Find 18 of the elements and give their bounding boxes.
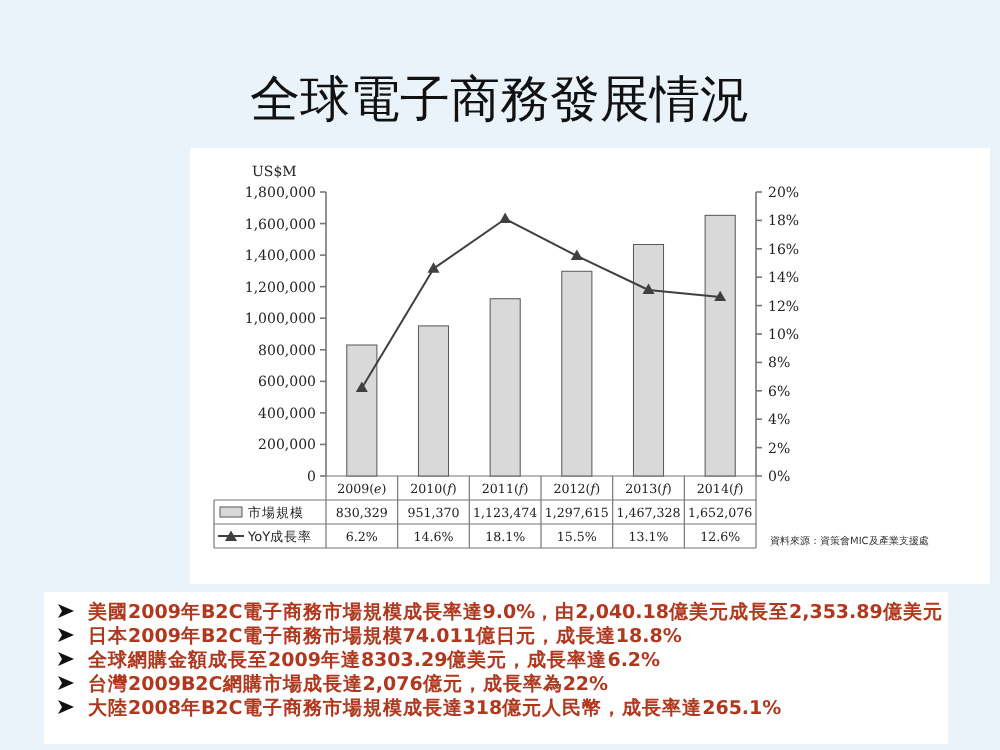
bar <box>346 344 378 477</box>
chart-title: 全球電子商務發展情況 <box>250 70 750 128</box>
text: 美國2009年B2C電子商務市場規模成長率達9.0%，由2,040.18億美元成長至2,353.89億美元 <box>86 600 943 624</box>
point <box>499 212 512 223</box>
point <box>570 249 583 260</box>
bar <box>489 298 521 477</box>
bar <box>417 325 450 477</box>
point <box>355 381 368 392</box>
point <box>427 262 440 273</box>
bar <box>561 270 593 477</box>
text: 台灣2009B2C網購市場成長達2,076億元，成長率為22% <box>88 672 610 696</box>
bar <box>632 243 665 477</box>
text: 日本2009年B2C電子商務市場規模74.011億日元，成長達18.8% <box>88 624 683 648</box>
point <box>642 283 655 294</box>
point <box>714 290 727 302</box>
text: 全球網購金額成長至2009年達8303.29億美元，成長率達6.2% <box>86 648 662 672</box>
text: 大陸2008年B2C電子商務市場規模成長達318億元人民幣，成長率達265.1% <box>86 696 783 720</box>
bar <box>704 214 736 477</box>
